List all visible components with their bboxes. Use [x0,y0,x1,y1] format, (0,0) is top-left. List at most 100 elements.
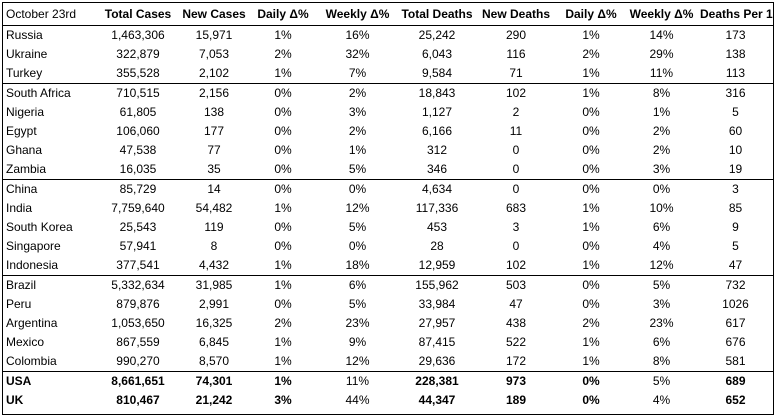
value-cell: 0% [274,239,292,253]
country-name-cell: Zambia [6,162,47,176]
value-cell: 87,415 [418,335,456,349]
value-cell: 990,270 [116,354,160,368]
value-cell: 15,971 [178,25,250,45]
value-cell: 652 [725,393,746,407]
value-cell: 5% [625,275,698,295]
value-cell: 60 [728,124,743,138]
value-cell: 16% [316,25,399,45]
value-cell: 0 [512,239,520,253]
table-row: Indonesia 377,541 4,432 1% 18% 12,959 102 1% 12%… [3,256,773,276]
value-cell: 6% [316,275,399,295]
value-cell: 0 [475,179,557,199]
value-cell: 9,584 [421,66,453,80]
country-name-cell: Egypt [6,124,37,138]
value-cell: 33,984 [418,297,456,311]
value-cell: 1% [582,220,600,234]
value-cell: 6% [652,220,671,234]
value-cell: 77 [207,143,221,157]
value-cell: 12% [345,354,370,368]
value-cell: 189 [505,393,527,407]
value-cell: 0% [625,179,698,199]
value-cell: 27,957 [418,316,456,330]
value-cell: 44% [345,393,370,407]
table-body: Russia 1,463,306 15,971 1% 16% 25,242 290 1% 14%… [3,25,773,411]
value-cell: 355,528 [116,66,160,80]
value-cell: 23% [345,316,370,330]
value-cell: 25,543 [119,220,157,234]
value-cell: 676 [725,335,746,349]
value-cell: 503 [475,275,557,295]
value-cell: 1% [582,66,600,80]
value-cell: 0 [512,143,520,157]
country-name-cell: Mexico [6,335,45,349]
table-row: Brazil 5,332,634 31,985 1% 6% 155,962 503 0% 5% 7… [3,275,773,295]
value-cell: 2% [316,83,399,103]
value-cell: 4% [652,239,671,253]
table-row: Mexico 867,559 6,845 1% 9% 87,415 522 1% 6% 676 [3,333,773,352]
value-cell: 3% [274,393,292,407]
value-cell: 0% [557,275,625,295]
value-cell: 2% [652,143,671,157]
value-cell: 1% [348,143,367,157]
value-cell: 119 [204,220,224,234]
covid-stats-table: October 23rd Total Cases New Cases Daily… [3,3,773,410]
value-cell: 1% [250,371,316,391]
value-cell: 25,242 [399,25,475,45]
value-cell: 1,463,306 [98,25,178,45]
value-cell: 172 [505,354,527,368]
country-name-cell: China [3,179,98,199]
country-name-cell: Brazil [3,275,98,295]
value-cell: 57,941 [119,239,157,253]
value-cell: 453 [426,220,448,234]
value-cell: 29,636 [418,354,456,368]
value-cell: 0 [512,162,520,176]
value-cell: 710,515 [98,83,178,103]
value-cell: 4% [652,393,671,407]
header-new-deaths: New Deaths [481,7,551,21]
value-cell: 8 [210,239,218,253]
value-cell: 2% [582,47,600,61]
value-cell: 2% [348,124,367,138]
header-deaths-daily-change: Daily Δ% [565,7,617,21]
value-cell: 0% [250,83,316,103]
value-cell: 438 [505,316,527,330]
value-cell: 973 [475,371,557,391]
value-cell: 0% [557,179,625,199]
value-cell: 2% [274,47,292,61]
value-cell: 11% [316,371,399,391]
value-cell: 21,242 [195,393,233,407]
value-cell: 8,570 [198,354,230,368]
value-cell: 14 [178,179,250,199]
table-row: Ukraine 322,879 7,053 2% 32% 6,043 116 2% 29% 138 [3,45,773,64]
value-cell: 23% [649,316,674,330]
header-row: October 23rd Total Cases New Cases Daily… [3,3,773,26]
value-cell: 0% [582,239,600,253]
value-cell: 8% [652,354,671,368]
value-cell: 11 [509,124,523,138]
value-cell: 6% [652,335,671,349]
value-cell: 0% [250,179,316,199]
value-cell: 5% [348,162,367,176]
value-cell: 1% [250,25,316,45]
value-cell: 102 [475,83,557,103]
value-cell: 6,845 [198,335,230,349]
value-cell: 5% [348,297,367,311]
value-cell: 1,053,650 [111,316,165,330]
value-cell: 1% [274,258,292,272]
table-row: Singapore 57,941 8 0% 0% 28 0 0% 4% 5 [3,237,773,256]
value-cell: 31,985 [178,275,250,295]
value-cell: 74,301 [178,371,250,391]
value-cell: 2,991 [198,297,230,311]
value-cell: 113 [725,66,746,80]
value-cell: 5% [625,371,698,391]
value-cell: 7% [348,66,367,80]
header-deaths-weekly-change: Weekly Δ% [629,7,694,21]
value-cell: 29% [649,47,674,61]
value-cell: 683 [505,201,527,215]
country-name-cell: Argentina [6,316,58,330]
value-cell: 522 [505,335,527,349]
value-cell: 1% [274,66,292,80]
value-cell: 5,332,634 [98,275,178,295]
value-cell: 7,759,640 [111,201,165,215]
